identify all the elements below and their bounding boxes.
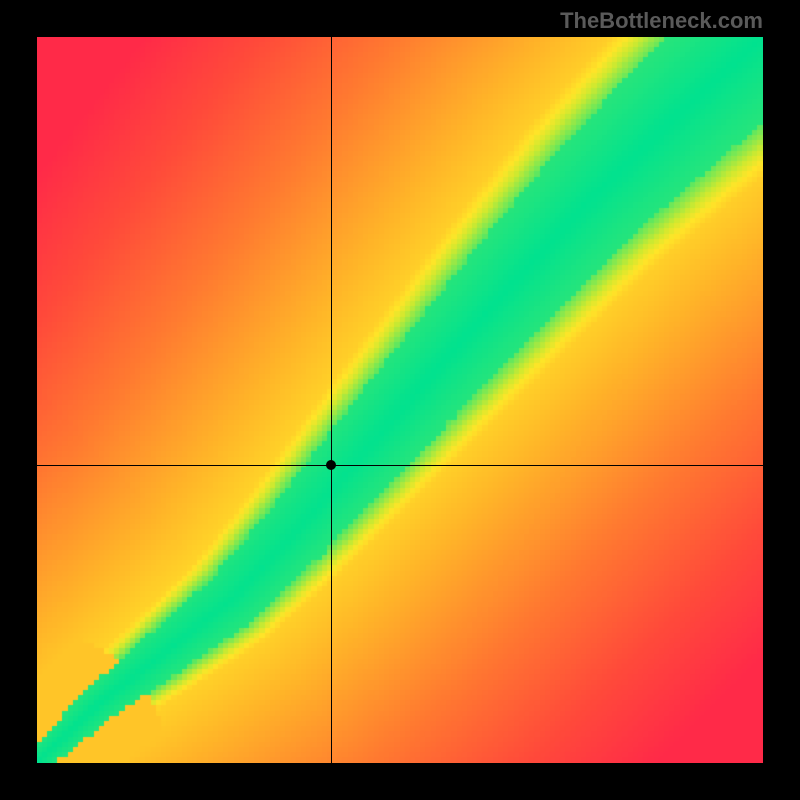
watermark-text: TheBottleneck.com — [560, 8, 763, 34]
bottleneck-heatmap — [37, 37, 763, 763]
crosshair-horizontal — [37, 465, 763, 466]
crosshair-vertical — [331, 37, 332, 763]
